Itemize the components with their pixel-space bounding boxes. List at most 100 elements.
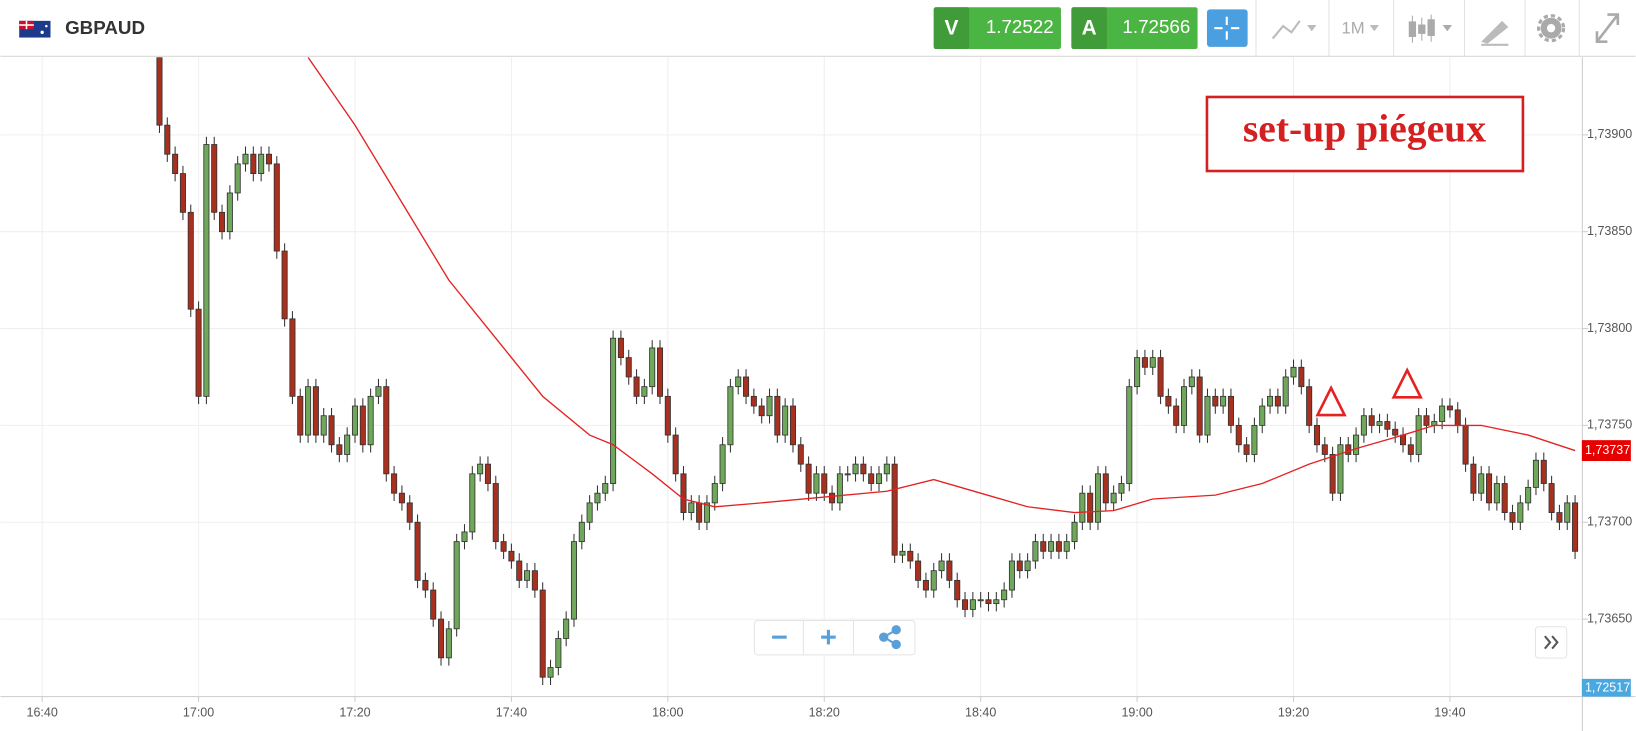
candle-body: [336, 444, 343, 455]
candle-body: [312, 386, 319, 436]
candle-body: [789, 405, 796, 446]
candle-body: [156, 57, 163, 126]
candle-body: [821, 473, 828, 494]
candle-body: [1259, 405, 1266, 426]
candle-body: [993, 599, 1000, 605]
candle-body: [1548, 483, 1555, 513]
x-tick-label: 17:40: [496, 706, 527, 720]
sell-label: V: [945, 17, 959, 40]
fullscreen-button[interactable]: [1595, 13, 1620, 44]
candle-body: [1376, 421, 1383, 426]
candle-body: [305, 386, 312, 436]
candle-body: [1134, 357, 1141, 388]
candle-body: [563, 618, 570, 639]
candle-body: [1392, 428, 1399, 436]
candle-body: [1016, 560, 1023, 572]
candle-body: [1454, 409, 1461, 426]
candle-body: [438, 618, 445, 659]
share-button[interactable]: [879, 625, 901, 650]
chart-type-button[interactable]: [1408, 14, 1453, 43]
scroll-right-button[interactable]: [1534, 626, 1568, 659]
candle-body: [1157, 357, 1164, 397]
candle-body: [1008, 560, 1015, 591]
candle-body: [1141, 357, 1148, 368]
candle-body: [1196, 376, 1203, 436]
candle-body: [1149, 357, 1156, 368]
candle-body: [273, 163, 280, 252]
candle-body: [265, 153, 272, 165]
indicator-button[interactable]: [1271, 20, 1317, 40]
settings-button[interactable]: [1537, 14, 1566, 43]
candle-body: [649, 347, 656, 388]
candle-body: [782, 405, 789, 436]
buy-price: 1.72566: [1122, 16, 1190, 37]
candle-body: [1415, 415, 1422, 455]
y-tick-label: 1,73650: [1587, 611, 1632, 625]
x-tick-label: 16:40: [27, 706, 58, 720]
candle-body: [524, 570, 531, 581]
candle-body: [1407, 444, 1414, 455]
candle-body: [453, 541, 460, 630]
candle-body: [555, 638, 562, 668]
candle-body: [1235, 424, 1242, 446]
candle-body: [641, 386, 648, 397]
candle-body: [1478, 473, 1485, 494]
candle-body: [633, 376, 640, 397]
candle-body: [875, 473, 883, 484]
candle-body: [930, 570, 937, 591]
draw-button[interactable]: [1481, 20, 1509, 46]
candle-body: [211, 144, 218, 213]
annotation-frame: [1205, 95, 1525, 173]
candle-body: [1360, 415, 1367, 436]
candle-body: [258, 153, 265, 174]
candle-body: [461, 531, 468, 543]
candle-body: [1165, 395, 1172, 407]
zoom-in-button[interactable]: [821, 629, 836, 645]
timeframe[interactable]: 1M: [1341, 19, 1364, 38]
candle-body: [1282, 376, 1289, 407]
x-tick-label: 18:00: [652, 706, 683, 720]
candle-body: [797, 444, 804, 465]
candle-body: [516, 560, 523, 581]
candle-body: [219, 211, 226, 233]
candle-body: [1087, 492, 1094, 523]
candle-body: [289, 318, 296, 397]
candle-body: [234, 163, 241, 194]
candle-body: [1313, 424, 1321, 446]
candle-body: [328, 415, 335, 446]
candle-body: [1298, 366, 1305, 388]
y-tick-label: 1,73750: [1587, 418, 1632, 432]
candle-body: [664, 395, 671, 436]
candle-body: [359, 405, 366, 446]
candle-body: [719, 444, 726, 484]
x-tick-label: 17:20: [339, 706, 370, 720]
candle-body: [711, 483, 718, 504]
candle-body: [500, 541, 507, 552]
x-tick-label: 18:40: [965, 706, 996, 720]
triangle-marker: [1391, 367, 1423, 399]
candle-body: [1251, 424, 1258, 455]
candle-body: [1048, 541, 1055, 552]
candle-body: [1368, 415, 1375, 426]
toolbar-bg: [0, 0, 1636, 57]
candle-body: [1001, 589, 1008, 601]
crosshair-button[interactable]: [1206, 9, 1248, 47]
candle-body: [1173, 405, 1180, 426]
candle-body: [1439, 405, 1446, 422]
candle-body: [672, 434, 679, 475]
candle-body: [586, 502, 593, 523]
candle-body: [1353, 434, 1360, 455]
candle-body: [907, 550, 914, 562]
candle-body: [610, 337, 617, 484]
candle-body: [883, 463, 890, 475]
candle-body: [750, 395, 757, 407]
candle-body: [1462, 424, 1469, 465]
candle-body: [1470, 463, 1477, 494]
plot: [156, 57, 1579, 685]
x-tick-label: 17:00: [183, 706, 214, 720]
candle-body: [406, 502, 413, 523]
candle-body: [1384, 421, 1391, 430]
candle-body: [1532, 459, 1539, 488]
y-tick-label: 1,73900: [1587, 127, 1632, 141]
candle-body: [805, 463, 812, 494]
